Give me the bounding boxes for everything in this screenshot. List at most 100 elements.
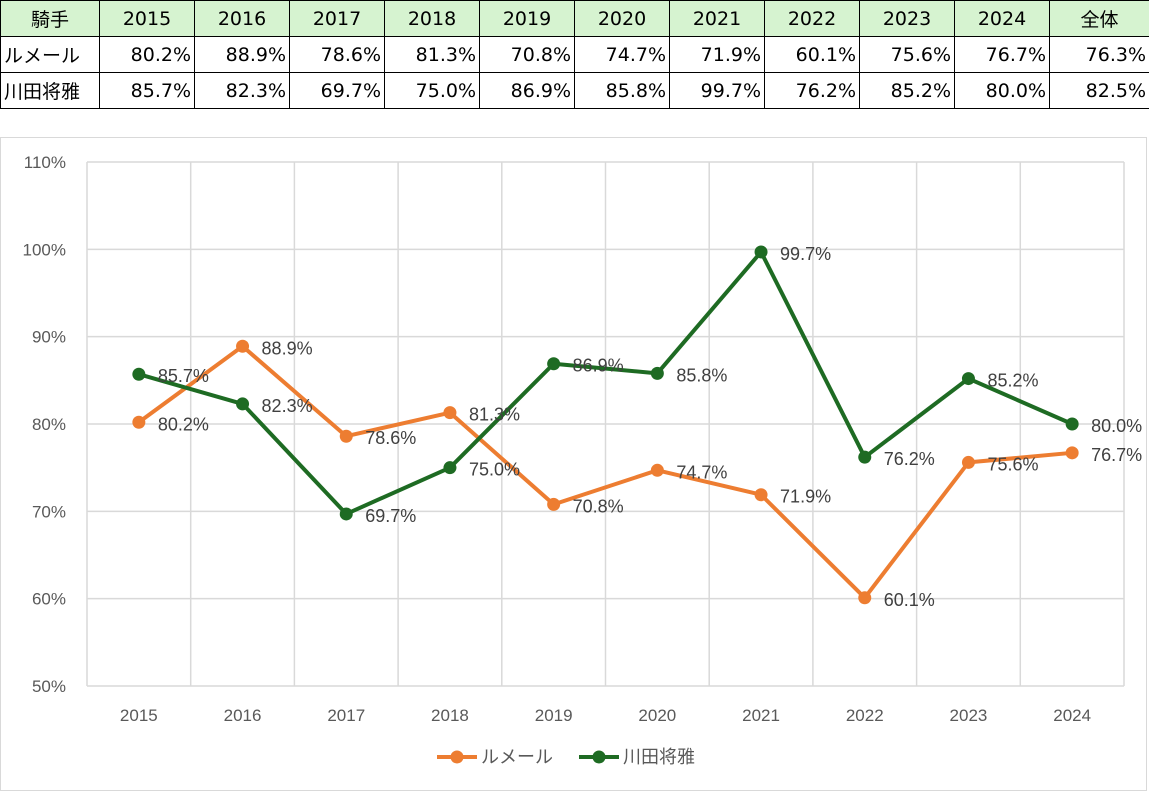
data-point — [858, 450, 872, 464]
value-cell: 80.2% — [99, 36, 195, 73]
x-tick-label: 2016 — [224, 706, 262, 725]
data-point — [961, 372, 975, 386]
x-tick-label: 2021 — [742, 706, 780, 725]
y-axis-ticks: 50% 60% 70% 80% 90% 100% 110% — [23, 153, 66, 696]
data-label: 82.3% — [262, 396, 313, 416]
y-tick-label: 90% — [32, 328, 66, 347]
table-row: ルメール 80.2% 88.9% 78.6% 81.3% 70.8% 74.7% 71.9% 6… — [0, 36, 1149, 73]
value-cell: 76.7% — [954, 36, 1050, 73]
data-point — [132, 367, 146, 381]
data-label: 70.8% — [573, 496, 624, 516]
data-point — [339, 429, 353, 443]
series-line-1 — [136, 249, 1075, 516]
x-tick-label: 2015 — [120, 706, 158, 725]
value-cell: 86.9% — [479, 72, 575, 109]
x-tick-label: 2024 — [1053, 706, 1091, 725]
data-labels-layer: 80.2% 88.9% 78.6% 81.3% 70.8% 74.7% 71.9% 60.1%… — [158, 244, 1142, 610]
data-label: 69.7% — [365, 506, 416, 526]
data-label: 80.0% — [1091, 416, 1142, 436]
header-cell-2022: 2022 — [764, 0, 860, 37]
x-tick-label: 2023 — [950, 706, 988, 725]
header-cell-全体: 全体 — [1049, 0, 1149, 37]
data-point — [961, 455, 975, 469]
data-point — [754, 245, 768, 259]
data-point — [339, 507, 353, 521]
data-label: 60.1% — [884, 590, 935, 610]
value-cell: 76.3% — [1049, 36, 1149, 73]
data-label: 78.6% — [365, 428, 416, 448]
data-label: 85.2% — [987, 371, 1038, 391]
header-cell-2021: 2021 — [669, 0, 765, 37]
data-label: 99.7% — [780, 244, 831, 264]
data-label: 76.7% — [1091, 445, 1142, 465]
data-label: 86.9% — [573, 356, 624, 376]
data-label: 75.0% — [469, 460, 520, 480]
data-point — [1065, 446, 1079, 460]
data-label: 88.9% — [262, 338, 313, 358]
header-cell-2018: 2018 — [384, 0, 480, 37]
data-label: 75.6% — [987, 454, 1038, 474]
header-cell-2019: 2019 — [479, 0, 575, 37]
value-cell: 74.7% — [574, 36, 670, 73]
y-tick-label: 50% — [32, 677, 66, 696]
value-cell: 69.7% — [289, 72, 385, 109]
header-cell-2023: 2023 — [859, 0, 955, 37]
data-label: 85.7% — [158, 366, 209, 386]
value-cell: 85.2% — [859, 72, 955, 109]
x-tick-label: 2019 — [535, 706, 573, 725]
legend-label: 川田将雅 — [623, 747, 695, 768]
legend-marker — [592, 750, 606, 764]
value-cell: 75.0% — [384, 72, 480, 109]
y-tick-label: 80% — [32, 415, 66, 434]
value-cell: 60.1% — [764, 36, 860, 73]
x-tick-label: 2020 — [638, 706, 676, 725]
table-row: 川田将雅 85.7% 82.3% 69.7% 75.0% 86.9% 85.8% 99.7% 7… — [0, 72, 1149, 109]
table-header-row: 騎手 2015 2016 2017 2018 2019 2020 2021 2022 2023 2… — [0, 0, 1149, 37]
data-point — [1065, 417, 1079, 431]
y-tick-label: 100% — [23, 240, 66, 259]
data-point — [650, 366, 664, 380]
data-point — [858, 591, 872, 605]
value-cell: 76.2% — [764, 72, 860, 109]
data-point — [650, 463, 664, 477]
data-point — [547, 357, 561, 371]
row-name-cell: 川田将雅 — [0, 72, 100, 109]
data-point — [547, 497, 561, 511]
data-point — [443, 461, 457, 475]
data-label: 71.9% — [780, 487, 831, 507]
header-cell-2020: 2020 — [574, 0, 670, 37]
value-cell: 85.8% — [574, 72, 670, 109]
value-cell: 80.0% — [954, 72, 1050, 109]
y-tick-label: 110% — [24, 153, 66, 172]
legend: ルメール 川田将雅 — [437, 747, 695, 768]
legend-label: ルメール — [481, 747, 553, 768]
value-cell: 88.9% — [194, 36, 290, 73]
y-tick-label: 60% — [32, 590, 66, 609]
data-label: 76.2% — [884, 449, 935, 469]
data-label: 80.2% — [158, 414, 209, 434]
value-cell: 75.6% — [859, 36, 955, 73]
header-cell-2017: 2017 — [289, 0, 385, 37]
data-point — [443, 406, 457, 420]
series-layer — [132, 245, 1079, 605]
data-point — [754, 488, 768, 502]
value-cell: 82.3% — [194, 72, 290, 109]
series-line-0 — [136, 344, 1075, 600]
chart-frame — [0, 137, 1147, 791]
value-cell: 82.5% — [1049, 72, 1149, 109]
gridlines — [86, 161, 1125, 687]
data-point — [236, 397, 250, 411]
data-label: 74.7% — [676, 462, 727, 482]
stats-table: 騎手 2015 2016 2017 2018 2019 2020 2021 2022 2023 2… — [0, 0, 1149, 109]
y-tick-label: 70% — [32, 502, 66, 521]
legend-marker — [450, 750, 464, 764]
x-tick-label: 2022 — [846, 706, 884, 725]
value-cell: 71.9% — [669, 36, 765, 73]
x-axis-ticks: 2015 2016 2017 2018 2019 2020 2021 2022 2023 2024 — [120, 706, 1091, 725]
value-cell: 99.7% — [669, 72, 765, 109]
data-point — [132, 415, 146, 429]
data-point — [236, 339, 250, 353]
x-tick-label: 2018 — [431, 706, 469, 725]
data-label: 81.3% — [469, 405, 520, 425]
